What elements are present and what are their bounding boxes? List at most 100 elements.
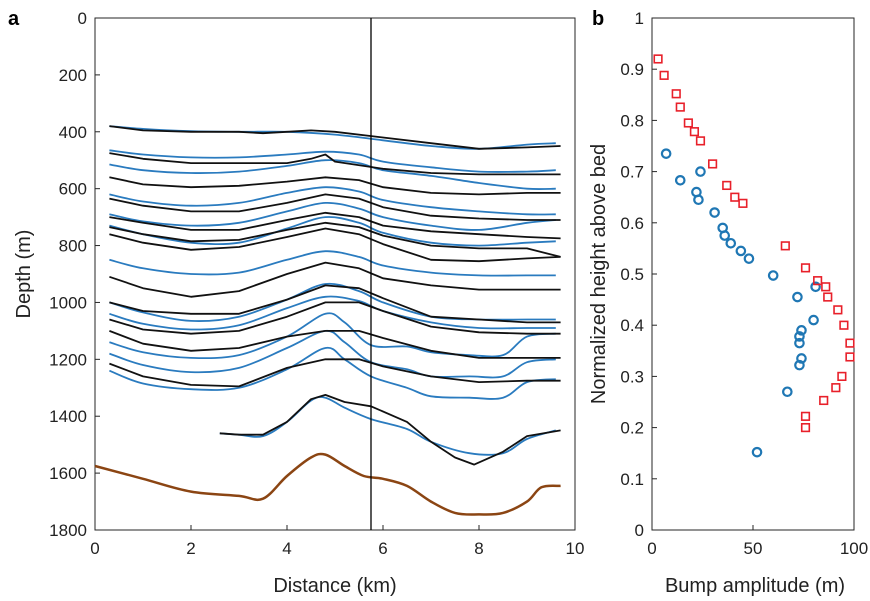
blue-circle-point <box>794 331 805 342</box>
observed-layer-line-12 <box>109 358 561 388</box>
red-square-point <box>813 276 823 286</box>
panel-b-x-axis-label: Bump amplitude (m) <box>665 575 845 597</box>
observed-layer-line-9 <box>109 284 561 324</box>
red-square-point <box>738 198 748 208</box>
blue-circle-point <box>735 245 747 257</box>
panel-a-y-ticks: 0 200 400 600 800 1000 1200 1400 1600 1800 <box>49 9 100 540</box>
modeled-layer-line-7 <box>109 250 556 277</box>
red-square-point <box>821 282 831 292</box>
y-tick-label: 200 <box>59 66 87 85</box>
y-tick-label: 0.3 <box>620 367 644 386</box>
panel-b-y-ticks: 0 0.1 0.2 0.3 0.4 0.5 0.6 0.7 0.8 0.9 1 <box>620 9 657 540</box>
panel-a-plot: 0 2 4 6 8 10 0 200 400 600 800 1000 1200 1400 1600 180… <box>13 9 584 597</box>
y-tick-label: 0.1 <box>620 470 644 489</box>
x-tick-label: 4 <box>282 539 291 558</box>
red-square-point <box>707 159 718 169</box>
y-tick-label: 0.8 <box>620 111 644 130</box>
y-tick-label: 0 <box>635 521 644 540</box>
x-tick-label: 50 <box>744 539 763 558</box>
blue-circle-point <box>719 230 731 241</box>
panel-b-data <box>653 54 855 458</box>
modeled-layer-line-3 <box>109 159 556 190</box>
blue-circle-point <box>808 314 819 326</box>
red-square-point <box>831 383 841 393</box>
red-square-point <box>833 305 843 315</box>
red-square-point <box>823 292 833 302</box>
red-square-point <box>800 422 811 433</box>
modeled-layer-line-4 <box>109 186 556 216</box>
red-square-point <box>653 54 663 64</box>
red-square-point <box>730 192 740 202</box>
red-square-point <box>800 411 811 421</box>
modeled-layer-line-10 <box>109 312 556 360</box>
y-tick-label: 1000 <box>49 293 87 312</box>
panel-a-y-axis-label: Depth (m) <box>13 230 35 319</box>
observed-layer-line-4 <box>109 193 561 221</box>
observed-layer-line-8 <box>109 261 561 298</box>
red-square-point <box>659 70 669 80</box>
panel-a-axes-box <box>94 17 576 531</box>
red-square-point <box>683 118 693 128</box>
blue-circle-point <box>660 148 672 159</box>
x-tick-label: 8 <box>474 539 483 558</box>
x-tick-label: 10 <box>566 539 585 558</box>
blue-circle-point <box>725 237 737 249</box>
y-tick-label: 800 <box>59 237 87 256</box>
red-square-point <box>839 320 849 330</box>
panel-a-x-axis-label: Distance (km) <box>273 575 396 597</box>
panel-a-x-ticks: 0 2 4 6 8 10 <box>90 525 584 558</box>
y-tick-label: 0.2 <box>620 419 644 438</box>
panel-b-plot: 0 50 100 0 0.1 0.2 0.3 0.4 0.5 0.6 0.7 0.8 0.9 1 Bum… <box>588 9 868 597</box>
panel-a-label: a <box>8 8 20 30</box>
panel-b-y-axis-label: Normalized height above bed <box>588 144 610 404</box>
y-tick-label: 0.6 <box>620 214 644 233</box>
y-tick-label: 0 <box>78 9 87 28</box>
observed-layer-line-6 <box>109 221 561 258</box>
blue-circle-point <box>693 194 704 206</box>
blue-circle-point <box>794 337 805 349</box>
x-tick-label: 2 <box>186 539 195 558</box>
modeled-layer-line-1 <box>109 125 556 150</box>
y-tick-label: 1 <box>635 9 644 28</box>
blue-circle-point <box>751 446 763 458</box>
y-tick-label: 400 <box>59 123 87 142</box>
blue-circle-point <box>796 325 807 336</box>
blue-circle-point <box>709 207 720 218</box>
observed-layer-line-10 <box>109 301 561 335</box>
observed-layer-line-5 <box>109 211 561 240</box>
x-tick-label: 0 <box>647 539 656 558</box>
observed-layer-line-7 <box>109 227 561 263</box>
red-square-point <box>722 180 732 191</box>
y-tick-label: 0.7 <box>620 163 644 182</box>
blue-circle-point <box>767 270 779 281</box>
modeled-layer-line-11 <box>109 329 556 379</box>
modeled-layer-line-12 <box>109 346 556 400</box>
modeled-layer-line-13 <box>219 396 557 456</box>
observed-layer-line-3 <box>109 176 561 196</box>
x-tick-label: 100 <box>840 539 868 558</box>
blue-circle-point <box>743 253 755 264</box>
bed-line <box>94 452 561 516</box>
y-tick-label: 0.4 <box>620 316 644 335</box>
blue-circle-point <box>782 386 793 398</box>
modeled-layer-line-9 <box>109 295 556 331</box>
red-square-point <box>675 102 685 112</box>
observed-layer-line-2 <box>109 152 561 176</box>
modeled-layer-line-2 <box>109 149 556 173</box>
panel-b-label: b <box>592 8 604 30</box>
blue-circle-point <box>674 175 686 186</box>
y-tick-label: 0.5 <box>620 265 644 284</box>
red-square-point <box>845 352 855 362</box>
y-tick-label: 0.9 <box>620 60 644 79</box>
observed-layer-line-1 <box>109 125 561 150</box>
y-tick-label: 600 <box>59 180 87 199</box>
red-square-point <box>689 127 700 137</box>
x-tick-label: 0 <box>90 539 99 558</box>
modeled-layer-line-6 <box>109 216 556 247</box>
y-tick-label: 1400 <box>49 407 87 426</box>
panel-a-data <box>94 18 561 530</box>
red-square-point <box>800 263 811 273</box>
red-square-point <box>845 338 855 348</box>
blue-circle-point <box>792 291 803 303</box>
